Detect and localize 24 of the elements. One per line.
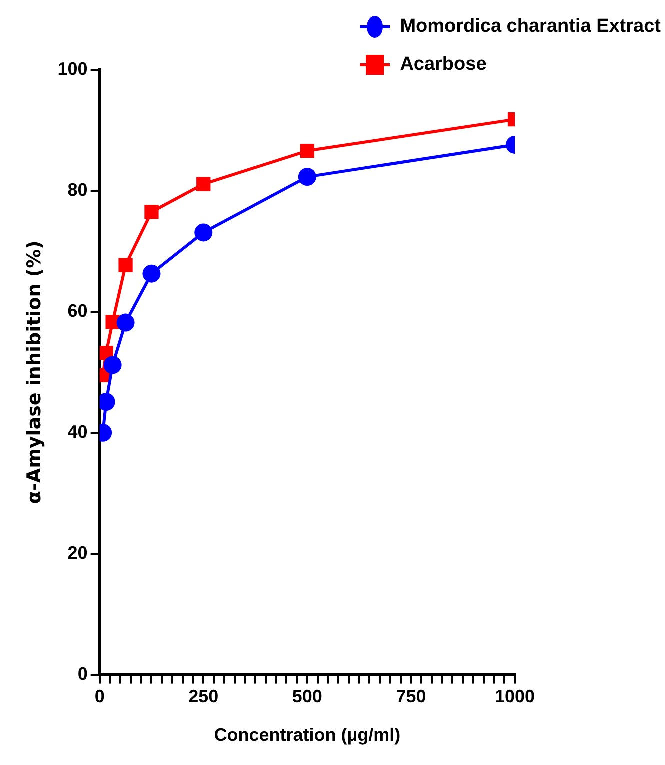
- x-tick-label: 750: [396, 686, 426, 707]
- y-tick-label: 60: [68, 300, 88, 321]
- y-tick-label: 40: [68, 422, 88, 442]
- y-tick-label: 0: [78, 664, 88, 684]
- y-tick-label: 100: [58, 58, 88, 79]
- y-tick-label: 20: [68, 542, 88, 563]
- point: [104, 356, 122, 374]
- legend-label: Acarbose: [400, 54, 487, 76]
- legend-label: Momordica charantia Extract: [400, 16, 661, 38]
- point: [194, 224, 213, 242]
- x-tick-label: 1000: [494, 686, 536, 707]
- x-tick-label: 500: [292, 686, 322, 707]
- x-tick-label: 0: [94, 686, 105, 707]
- point: [298, 168, 316, 186]
- x-tick-label: 250: [188, 686, 219, 707]
- point: [116, 314, 135, 332]
- point: [144, 205, 159, 220]
- point: [142, 264, 161, 283]
- point: [196, 177, 211, 192]
- y-axis-title: α-Amylase inhibition (%): [23, 240, 46, 504]
- point: [118, 258, 133, 272]
- point: [300, 144, 314, 158]
- y-tick-label: 80: [68, 180, 88, 200]
- x-axis-title: Concentration (µg/ml): [214, 725, 401, 746]
